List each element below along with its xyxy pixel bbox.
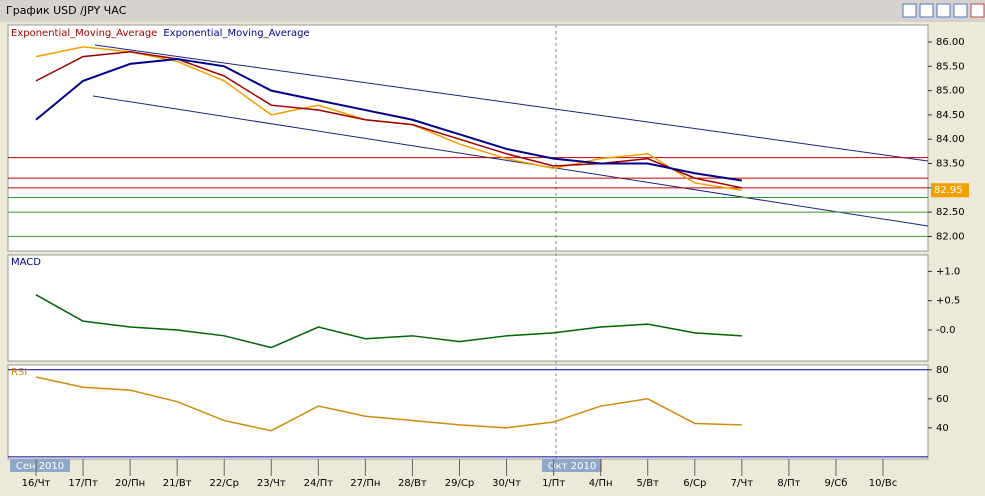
- y-tick-label: 85.00: [936, 86, 965, 97]
- rsi-panel: [7, 364, 929, 460]
- x-tick-label: 21/Вт: [163, 478, 192, 489]
- y-tick-label: 60: [936, 394, 949, 405]
- series-line: [35, 294, 742, 349]
- y-tick-label: 80: [936, 365, 949, 376]
- series-line: [35, 58, 742, 182]
- x-tick-label: 16/Чт: [22, 478, 51, 489]
- month-label-box: [542, 459, 602, 472]
- x-tick-label: 28/Вт: [398, 478, 427, 489]
- y-tick-label: +0.5: [936, 296, 960, 307]
- y-tick-label: -0.0: [936, 325, 956, 336]
- last-price-label: 82.95: [934, 185, 963, 196]
- title-bar: [0, 0, 985, 22]
- series-line: [35, 50, 742, 189]
- x-tick-label: 17/Пт: [68, 478, 98, 489]
- legend-entry: Exponential_Moving_Average: [11, 28, 157, 39]
- month-label-box: [10, 459, 70, 472]
- x-tick-label: 7/Чт: [731, 478, 754, 489]
- y-tick-label: 86.00: [936, 37, 965, 48]
- series-line: [35, 376, 742, 432]
- trend-line-upper: [94, 44, 929, 162]
- x-tick-label: 1/Пт: [542, 478, 565, 489]
- y-tick-label: 40: [936, 423, 949, 434]
- restore-button[interactable]: [953, 3, 968, 18]
- y-tick-label: 85.50: [936, 61, 965, 72]
- x-tick-label: 22/Ср: [210, 478, 239, 489]
- x-tick-label: 27/Пн: [350, 478, 380, 489]
- x-tick-label: 9/Сб: [824, 478, 847, 489]
- window-title: График USD /JPY ЧАС: [6, 4, 127, 17]
- x-tick-label: 20/Пн: [115, 478, 145, 489]
- x-tick-label: 10/Вс: [869, 478, 897, 489]
- x-tick-label: 5/Вт: [637, 478, 660, 489]
- x-tick-label: 24/Пт: [304, 478, 334, 489]
- y-tick-label: 82.00: [936, 231, 965, 242]
- close-button[interactable]: [970, 3, 985, 18]
- x-tick-label: 23/Чт: [257, 478, 286, 489]
- last-price-box: [931, 183, 969, 198]
- x-tick-label: 30/Чт: [492, 478, 521, 489]
- x-tick-label: 6/Ср: [683, 478, 706, 489]
- y-tick-label: +1.0: [936, 266, 960, 277]
- y-tick-label: 84.00: [936, 134, 965, 145]
- minimize-button[interactable]: [919, 3, 934, 18]
- month-label: Сен 2010: [16, 461, 64, 472]
- help-button[interactable]: [902, 3, 917, 18]
- panel-title: MACD: [11, 257, 41, 268]
- window-buttons[interactable]: [902, 3, 985, 18]
- y-tick-label: 84.50: [936, 110, 965, 121]
- legend-entry: Exponential_Moving_Average: [163, 28, 309, 39]
- panel-title: RSI: [11, 367, 27, 378]
- x-tick-label: 8/Пт: [777, 478, 800, 489]
- macd-panel: [7, 254, 929, 362]
- y-tick-label: 82.50: [936, 207, 965, 218]
- month-label: Окт 2010: [548, 461, 596, 472]
- x-tick-label: 4/Пн: [589, 478, 613, 489]
- maximize-button[interactable]: [936, 3, 951, 18]
- trend-line-lower: [92, 95, 929, 227]
- y-tick-label: 83.50: [936, 159, 965, 170]
- x-tick-label: 29/Ср: [445, 478, 474, 489]
